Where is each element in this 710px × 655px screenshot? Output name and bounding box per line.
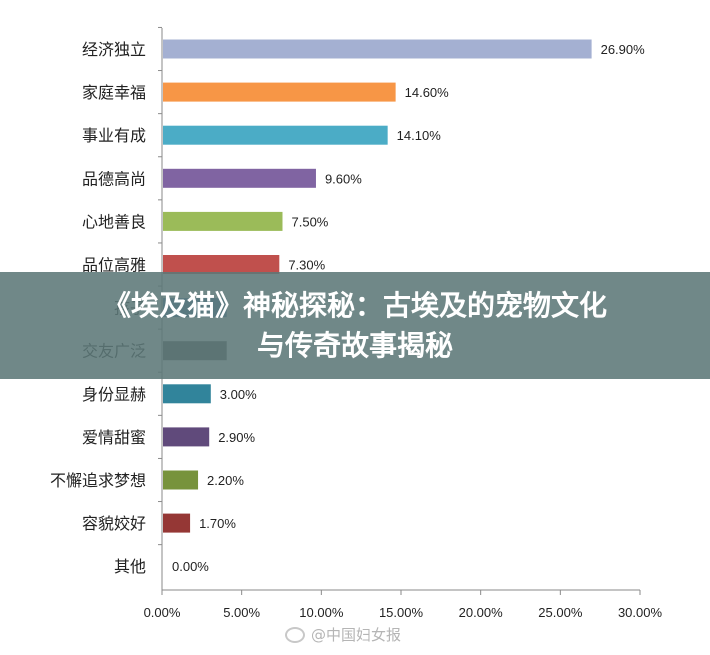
value-label: 2.20% xyxy=(207,473,244,488)
value-labels: 26.90% 14.60% 14.10% 9.60% 7.50% 7.30% 3.00% 2.… xyxy=(172,42,645,574)
value-label: 14.10% xyxy=(397,128,442,143)
bar xyxy=(163,39,592,59)
bar xyxy=(163,82,396,102)
value-label: 26.90% xyxy=(601,42,646,57)
value-label: 1.70% xyxy=(199,516,236,531)
bar xyxy=(163,125,388,145)
bar xyxy=(163,513,191,533)
bars-group xyxy=(158,26,592,546)
x-tick-label: 0.00% xyxy=(144,605,181,620)
category-label: 爱情甜蜜 xyxy=(82,428,146,447)
x-tick-label: 30.00% xyxy=(618,605,663,620)
value-label: 2.90% xyxy=(218,430,255,445)
bar xyxy=(163,255,280,274)
value-label: 14.60% xyxy=(405,85,450,100)
category-label: 不懈追求梦想 xyxy=(50,471,146,490)
title-overlay-banner: 《埃及猫》神秘探秘：古埃及的宠物文化 与传奇故事揭秘 xyxy=(0,272,710,379)
overlay-title-line2: 与传奇故事揭秘 xyxy=(256,328,453,362)
watermark-text: @中国妇女报 xyxy=(311,626,402,644)
category-label: 容貌姣好 xyxy=(82,514,146,533)
bar xyxy=(163,470,199,490)
value-label: 0.00% xyxy=(172,559,209,574)
weibo-watermark: @中国妇女报 xyxy=(285,624,401,645)
x-tick-label: 20.00% xyxy=(459,605,504,620)
x-tick-label: 25.00% xyxy=(538,605,583,620)
category-label: 经济独立 xyxy=(82,40,146,59)
category-label: 心地善良 xyxy=(82,212,146,231)
category-label: 身份显赫 xyxy=(82,385,146,404)
value-label: 7.30% xyxy=(288,258,325,273)
value-label: 3.00% xyxy=(220,387,257,402)
bar xyxy=(163,384,211,404)
bar xyxy=(163,168,316,188)
bar xyxy=(163,211,283,231)
category-label: 品德高尚 xyxy=(82,169,146,188)
category-label: 事业有成 xyxy=(82,126,146,145)
x-tick-label: 5.00% xyxy=(223,605,260,620)
bar xyxy=(163,427,210,447)
value-label: 7.50% xyxy=(292,214,329,229)
x-tick-label: 10.00% xyxy=(299,605,344,620)
x-tick-label: 15.00% xyxy=(379,605,424,620)
category-label: 其他 xyxy=(114,557,146,576)
weibo-icon xyxy=(285,626,305,643)
category-label: 家庭幸福 xyxy=(82,83,146,102)
overlay-title-line1: 《埃及猫》神秘探秘：古埃及的宠物文化 xyxy=(102,288,607,322)
value-label: 9.60% xyxy=(325,171,362,186)
x-tick-labels: 0.00% 5.00% 10.00% 15.00% 20.00% 25.00% 30.00% xyxy=(144,590,663,620)
category-label: 品位高雅 xyxy=(82,256,146,275)
